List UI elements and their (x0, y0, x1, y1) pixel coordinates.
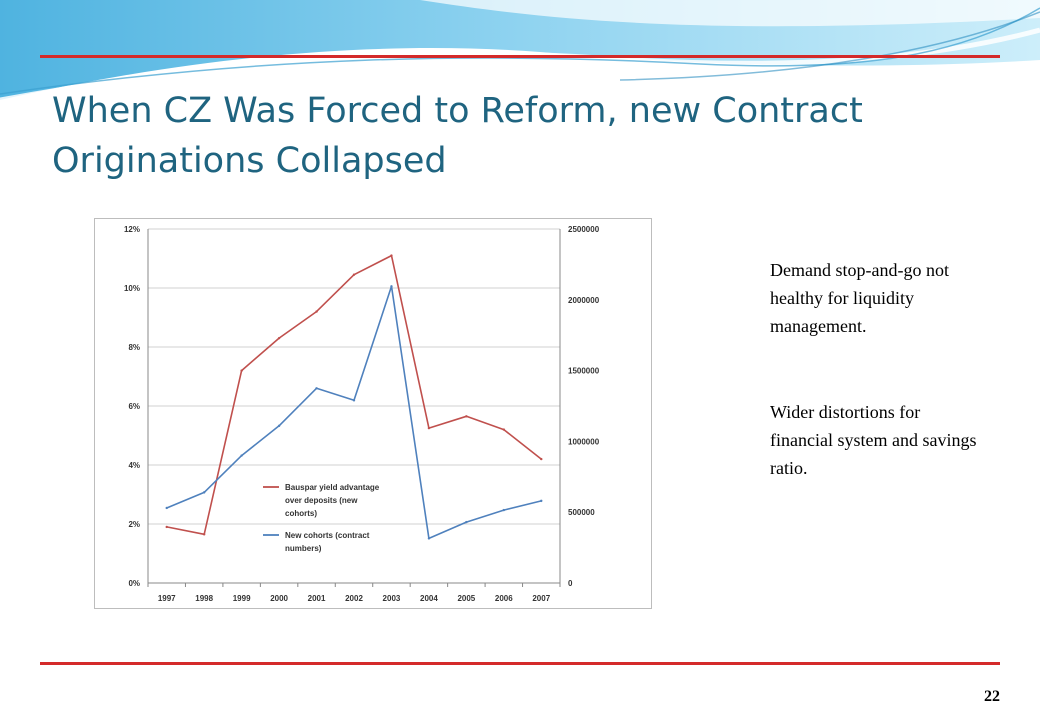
legend-label-new-cohorts: numbers) (285, 544, 322, 553)
point-new-cohorts (165, 506, 168, 510)
slide-title-line-1: When CZ Was Forced to Reform, new Contra… (52, 91, 863, 131)
point-new-cohorts (502, 508, 506, 512)
point-new-cohorts (240, 454, 243, 457)
x-axis-tick-label: 1997 (158, 594, 176, 603)
x-axis-tick-label: 2002 (345, 594, 363, 603)
slide-title-line-2: Originations Collapsed (52, 141, 447, 181)
series-line-yield-advantage (166, 254, 542, 536)
point-new-cohorts (315, 387, 318, 390)
x-axis-tick-label: 2001 (308, 594, 326, 603)
legend-label-yield-advantage: over deposits (new (285, 496, 358, 505)
left-axis-tick-label: 8% (128, 343, 140, 352)
point-yield-advantage (427, 426, 431, 430)
left-axis-tick-label: 6% (128, 402, 140, 411)
left-axis-tick-label: 10% (124, 284, 140, 293)
commentary-liquidity: Demand stop-and-go not healthy for liqui… (770, 260, 949, 336)
top-red-rule (40, 55, 1000, 58)
x-axis-tick-label: 2006 (495, 594, 513, 603)
right-axis-tick-label: 2000000 (568, 296, 600, 305)
page-number: 22 (984, 688, 1000, 705)
point-yield-advantage (352, 273, 356, 276)
slide-title: When CZ Was Forced to Reform, new Contra… (52, 86, 992, 186)
chart-svg: 0% 2% 4% 6% 8% 10% 12% 0 500000 1000000 1500000 200… (124, 225, 600, 603)
legend-label-new-cohorts: New cohorts (contract (285, 531, 370, 540)
x-axis-tick-label: 1998 (195, 594, 213, 603)
left-axis-tick-label: 0% (128, 579, 140, 588)
point-new-cohorts (427, 537, 431, 540)
point-new-cohorts (277, 424, 281, 428)
point-yield-advantage (465, 415, 468, 418)
point-new-cohorts (352, 399, 356, 402)
x-axis-tick-label: 2007 (532, 594, 550, 603)
point-new-cohorts (540, 499, 543, 503)
commentary-distortions: Wider distortions for financial system a… (770, 402, 977, 478)
x-axis-tick-label: 2005 (457, 594, 475, 603)
x-axis-tick-label: 2000 (270, 594, 288, 603)
point-yield-advantage (540, 457, 543, 461)
legend-label-yield-advantage: cohorts) (285, 509, 317, 518)
left-axis-tick-label: 2% (128, 520, 140, 529)
x-axis-tick-label: 2003 (383, 594, 401, 603)
left-axis-tick-label: 12% (124, 225, 140, 234)
right-axis-tick-label: 2500000 (568, 225, 600, 234)
right-axis-tick-label: 1000000 (568, 437, 600, 446)
legend-label-yield-advantage: Bauspar yield advantage (285, 483, 380, 492)
point-new-cohorts (465, 520, 468, 524)
point-new-cohorts (202, 491, 206, 494)
point-yield-advantage (240, 369, 243, 372)
right-axis-tick-label: 500000 (568, 508, 595, 517)
left-axis-tick-label: 4% (128, 461, 140, 470)
point-new-cohorts (390, 285, 393, 288)
right-axis-tick-label: 0 (568, 579, 573, 588)
point-yield-advantage (165, 525, 168, 529)
point-yield-advantage (202, 533, 206, 536)
dual-axis-line-chart: 0% 2% 4% 6% 8% 10% 12% 0 500000 1000000 1500000 200… (94, 218, 652, 609)
point-yield-advantage (277, 336, 281, 340)
x-axis-tick-label: 1999 (233, 594, 251, 603)
header-swoosh-decoration (0, 0, 1040, 103)
point-yield-advantage (390, 254, 393, 257)
x-axis-tick-label: 2004 (420, 594, 438, 603)
point-yield-advantage (315, 310, 318, 313)
right-axis-tick-label: 1500000 (568, 367, 600, 376)
point-yield-advantage (502, 428, 506, 431)
bottom-red-rule (40, 662, 1000, 665)
